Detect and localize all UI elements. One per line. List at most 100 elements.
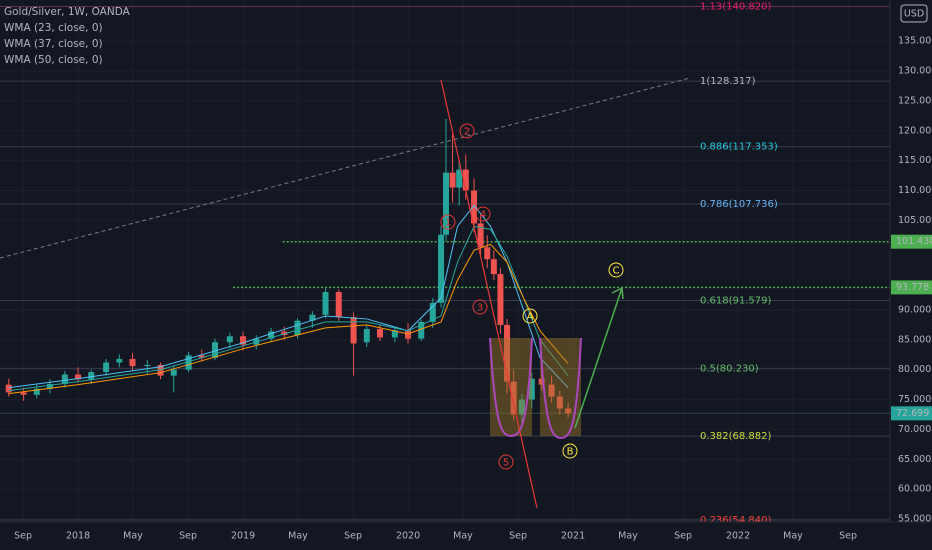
candle-body: [170, 369, 177, 376]
x-tick-label: Sep: [674, 531, 692, 542]
candle-body: [281, 331, 288, 336]
wave-circle: [475, 206, 491, 222]
x-tick-label: 2019: [231, 531, 255, 542]
candles: [5, 118, 572, 427]
wave-circle: [459, 123, 475, 139]
candle-body: [442, 172, 449, 235]
candle-body: [46, 384, 53, 389]
fib-label: 0.382(68.882): [700, 431, 772, 442]
candle-body: [497, 274, 504, 325]
candle-body: [350, 317, 357, 344]
y-tick-label: 75.000: [898, 394, 931, 405]
candle-body: [548, 384, 555, 397]
x-tick-label: May: [783, 531, 803, 542]
wave-label: 4: [480, 210, 486, 221]
wave-label: A: [527, 312, 534, 323]
bottom-axis-bg: [0, 522, 932, 550]
candle-body: [309, 314, 316, 321]
candle-body: [438, 234, 445, 303]
fib-label: 0.886(117.353): [700, 142, 778, 153]
price-box-label: 93.778: [896, 282, 929, 293]
candle-body: [294, 320, 301, 336]
y-tick-label: 70.000: [898, 424, 931, 435]
fib-label: 1.13(140.820): [700, 1, 772, 12]
fib-label: 0.5(80.230): [700, 363, 759, 374]
indicator-label: WMA (23, close, 0): [4, 22, 103, 34]
candle-body: [449, 172, 456, 188]
fib-label: 0.236(54.840): [700, 515, 772, 526]
currency-label[interactable]: USD: [904, 9, 924, 20]
wma-line: [8, 204, 569, 389]
x-tick-label: Sep: [14, 531, 32, 542]
y-tick-label: 90.000: [898, 304, 931, 315]
candle-body: [75, 374, 82, 380]
candle-body: [565, 408, 572, 414]
candle-body: [363, 329, 370, 343]
indicator-label: WMA (37, close, 0): [4, 38, 103, 50]
candle-body: [391, 330, 398, 338]
candle-body: [240, 336, 247, 345]
down-trend-line: [440, 79, 538, 509]
candle-body: [518, 399, 525, 415]
candle-body: [103, 362, 110, 373]
candle-body: [477, 223, 484, 248]
projection-arrow: [574, 287, 623, 429]
cup-right: [540, 338, 581, 436]
cup-left: [490, 338, 532, 436]
y-tick-label: 80.000: [898, 364, 931, 375]
x-tick-label: Sep: [344, 531, 362, 542]
wave-label: 3: [477, 303, 483, 314]
fib-label: 0.786(107.736): [700, 199, 778, 210]
candle-body: [185, 355, 192, 370]
price-box: [891, 234, 932, 249]
trend-dashed-line: [0, 77, 691, 259]
currency-button[interactable]: [900, 4, 928, 23]
wave-circle: [472, 299, 488, 315]
wave-circle: [522, 308, 538, 324]
x-tick-label: Sep: [509, 531, 527, 542]
candle-body: [429, 302, 436, 322]
wma-line: [8, 243, 569, 395]
y-tick-label: 65.000: [898, 454, 931, 465]
candle-body: [88, 372, 95, 380]
wave-circle: [608, 262, 624, 278]
candle-body: [462, 169, 469, 191]
x-tick-label: 2021: [561, 531, 585, 542]
candle-body: [335, 292, 342, 318]
candle-body: [456, 169, 463, 188]
y-tick-label: 85.000: [898, 334, 931, 345]
candle-body: [510, 381, 517, 415]
candle-body: [211, 342, 218, 358]
y-tick-label: 55.000: [898, 514, 931, 525]
x-tick-label: May: [618, 531, 638, 542]
candle-body: [20, 392, 27, 395]
wave-label: C: [613, 266, 620, 277]
y-tick-label: 60.000: [898, 484, 931, 495]
wave-label: 5: [503, 458, 509, 469]
y-tick-label: 105.000: [898, 215, 932, 226]
indicator-label: WMA (50, close, 0): [4, 54, 103, 66]
candle-body: [198, 355, 205, 358]
candle-body: [418, 321, 425, 339]
candle-body: [556, 396, 563, 409]
wave-label: 1: [445, 218, 451, 229]
wave-label: B: [567, 447, 574, 458]
right-axis-bg: [890, 0, 932, 550]
symbol-title: Gold/Silver, 1W, OANDA: [4, 6, 131, 18]
y-tick-label: 135.000: [898, 36, 932, 47]
candle-body: [538, 378, 545, 385]
candle-body: [116, 358, 123, 363]
wave-label: 2: [464, 127, 470, 138]
axes: 135.000 130.000 125.000 120.000 115.000 110.0…: [14, 36, 932, 542]
candle-body: [268, 331, 275, 339]
y-tick-label: 115.000: [898, 155, 932, 166]
cup-curve: [539, 337, 582, 440]
fib-label: 0.618(91.579): [700, 296, 772, 307]
annotations: 1 2 3 4 5 A B C: [440, 123, 624, 470]
candle-body: [144, 364, 151, 367]
candle-body: [504, 324, 511, 382]
candle-body: [528, 378, 535, 400]
wave-circle: [498, 454, 514, 470]
arrow-head: [611, 286, 624, 300]
candle-body: [471, 190, 478, 224]
